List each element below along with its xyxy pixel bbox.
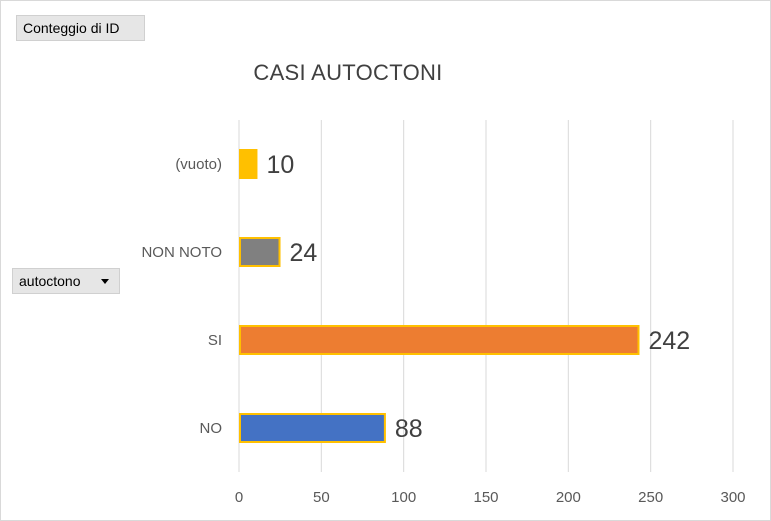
bar xyxy=(239,237,281,267)
category-label: NON NOTO xyxy=(141,244,222,261)
axis-field-button[interactable]: autoctono xyxy=(12,268,120,294)
data-label: 242 xyxy=(648,327,690,355)
x-tick-label: 50 xyxy=(313,489,330,506)
category-label: SI xyxy=(208,332,222,349)
data-label: 88 xyxy=(395,415,423,443)
bar xyxy=(239,325,640,355)
value-field-label: Conteggio di ID xyxy=(23,20,120,36)
x-tick-label: 250 xyxy=(638,489,663,506)
bar xyxy=(239,413,386,443)
x-tick-label: 150 xyxy=(473,489,498,506)
category-label: NO xyxy=(200,420,223,437)
category-label: (vuoto) xyxy=(175,156,222,173)
axis-field-label: autoctono xyxy=(19,273,81,289)
value-field-button[interactable]: Conteggio di ID xyxy=(16,15,145,41)
bar xyxy=(239,149,258,179)
data-label: 24 xyxy=(290,239,318,267)
x-tick-label: 200 xyxy=(556,489,581,506)
chart-title: CASI AUTOCTONI xyxy=(253,60,443,85)
x-tick-label: 100 xyxy=(391,489,416,506)
chevron-down-icon[interactable] xyxy=(101,278,109,284)
x-tick-label: 0 xyxy=(235,489,243,506)
data-label: 10 xyxy=(266,151,294,179)
x-tick-label: 300 xyxy=(720,489,745,506)
